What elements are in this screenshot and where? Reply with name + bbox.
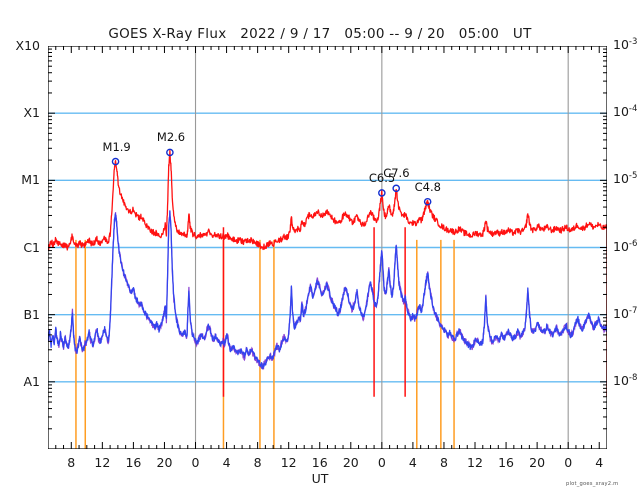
x-tick-0: 8	[67, 455, 76, 470]
x-tick-4: 0	[191, 455, 200, 470]
y-tick-left-x10: X10	[15, 38, 40, 53]
flare-marker	[111, 157, 120, 166]
x-tick-15: 20	[529, 455, 546, 470]
chart-title: GOES X-Ray Flux 2022 / 9 / 17 05:00 -- 9…	[108, 26, 532, 42]
y-tick-right--7: 10-7	[613, 306, 637, 321]
flare-label-m1-9: M1.9	[102, 139, 131, 154]
flare-label-m2-6: M2.6	[156, 130, 186, 145]
x-tick-9: 20	[342, 455, 359, 470]
x-tick-7: 12	[280, 455, 297, 470]
y-tick-right--3: 10-3	[613, 37, 637, 52]
x-tick-12: 8	[439, 455, 448, 470]
x-tick-14: 16	[498, 455, 515, 470]
y-tick-left-b1: B1	[23, 306, 40, 322]
x-tick-16: 0	[564, 455, 573, 470]
flare-marker	[423, 197, 432, 206]
x-tick-8: 16	[311, 455, 328, 470]
flare-label-c6-5: C6.5	[368, 170, 396, 185]
y-tick-right--6: 10-6	[613, 239, 637, 254]
x-tick-13: 12	[467, 455, 483, 470]
y-tick-left-m1: M1	[21, 172, 40, 188]
y-tick-mantissa: 10	[613, 171, 629, 187]
y-tick-mantissa: 10	[613, 372, 629, 388]
y-tick-right--4: 10-4	[613, 104, 637, 119]
y-tick-exponent: -5	[628, 171, 638, 182]
chart-svg	[48, 46, 607, 449]
flare-label-c4-8: C4.8	[414, 179, 441, 194]
series-line-short	[48, 210, 607, 369]
flare-marker	[166, 148, 174, 157]
y-tick-exponent: -3	[628, 37, 638, 47]
series-line-long	[48, 149, 607, 251]
y-tick-exponent: -8	[628, 372, 638, 383]
y-tick-exponent: -4	[628, 104, 638, 115]
y-tick-left-c1: C1	[23, 239, 40, 255]
watermark-label: plot_goes_xray2.m	[566, 481, 619, 487]
x-tick-2: 16	[125, 455, 142, 470]
x-tick-17: 4	[595, 455, 604, 470]
plot-area	[48, 46, 607, 449]
y-tick-mantissa: 10	[613, 238, 629, 254]
y-tick-left-x1: X1	[23, 105, 40, 121]
x-axis-title: UT	[311, 471, 329, 486]
y-tick-exponent: -6	[628, 238, 638, 249]
x-tick-11: 4	[408, 455, 417, 470]
y-tick-exponent: -7	[628, 305, 638, 316]
y-tick-right--5: 10-5	[613, 171, 637, 186]
x-tick-5: 4	[222, 455, 231, 470]
flare-marker	[378, 189, 386, 197]
y-tick-mantissa: 10	[613, 37, 629, 53]
x-tick-3: 20	[156, 455, 173, 470]
flare-label-c7-6: C7.6	[383, 166, 410, 181]
y-tick-right--8: 10-8	[613, 373, 637, 388]
flare-marker	[392, 184, 401, 193]
x-tick-10: 0	[377, 455, 386, 470]
y-tick-left-a1: A1	[23, 373, 40, 389]
x-tick-6: 8	[253, 455, 262, 470]
x-tick-1: 12	[94, 455, 111, 470]
y-tick-mantissa: 10	[613, 305, 629, 321]
y-tick-mantissa: 10	[613, 104, 629, 120]
